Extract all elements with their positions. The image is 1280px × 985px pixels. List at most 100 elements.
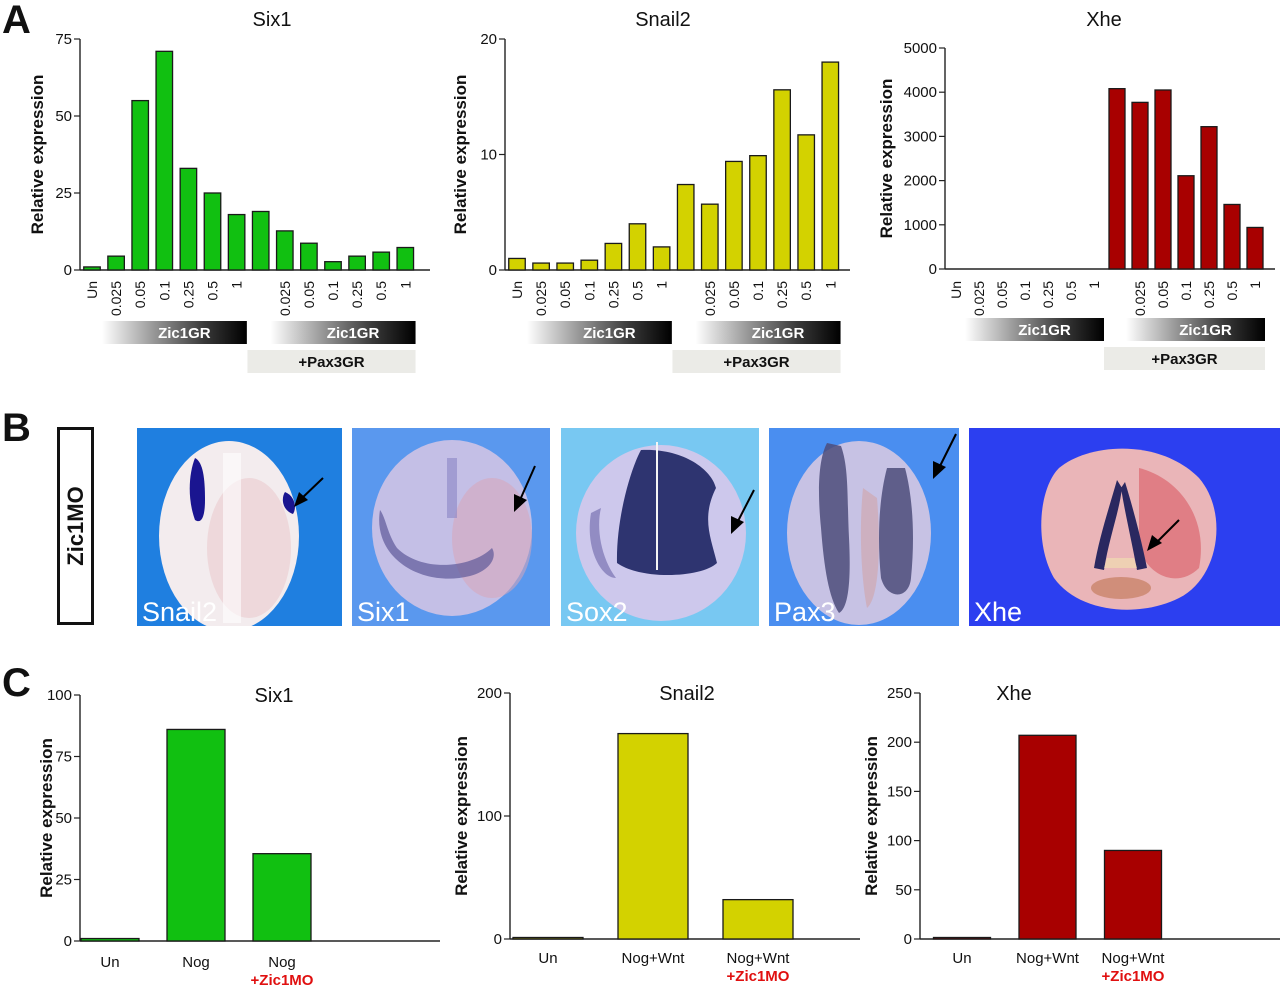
bar (580, 259, 599, 271)
y-tick-label: 200 (477, 685, 502, 702)
zic1gr-label: Zic1GR (1018, 322, 1071, 339)
embryo-sox2-image (561, 428, 759, 626)
x-tick-sublabel-zic1mo: +Zic1MO (251, 972, 314, 985)
zic1gr-gradient-bar (1126, 318, 1265, 341)
zic1mo-condition-box: Zic1MO (57, 427, 94, 625)
x-tick-label: Un (538, 950, 557, 967)
zic1mo-condition-label: Zic1MO (62, 486, 88, 566)
bar (652, 246, 671, 271)
bar (1018, 734, 1077, 940)
y-tick-label: 100 (887, 833, 912, 850)
y-tick-label: 1000 (904, 217, 937, 234)
x-tick-label: Nog+Wnt (1102, 950, 1166, 967)
zic1gr-label: Zic1GR (752, 325, 805, 342)
x-tick-label: Un (84, 281, 100, 299)
bar (797, 134, 816, 271)
bar (512, 936, 584, 940)
bar (932, 936, 992, 940)
x-tick-label: 0.05 (557, 281, 573, 308)
x-tick-label: 0.025 (277, 281, 293, 316)
chart-title: Xhe (996, 683, 1032, 705)
embryo-photo-snail2: Snail2 (137, 428, 342, 626)
chart-title: Six1 (253, 9, 292, 31)
bar (604, 242, 623, 271)
bar (80, 937, 140, 942)
x-tick-label: 0.1 (156, 281, 172, 301)
photo-label-pax3: Pax3 (774, 597, 836, 626)
bar (155, 50, 174, 271)
y-tick-label: 150 (887, 783, 912, 800)
x-tick-sublabel-zic1mo: +Zic1MO (1102, 968, 1165, 985)
photo-label-xhe: Xhe (974, 597, 1023, 626)
bar (166, 728, 226, 942)
bar (107, 255, 125, 271)
bar (131, 99, 150, 271)
y-tick-label: 250 (887, 685, 912, 702)
x-tick-label: 0.025 (108, 281, 124, 316)
y-axis-label: Relative expression (452, 736, 471, 896)
chart-title: Six1 (255, 685, 294, 707)
chart-C-snail2: Snail2 Relative expression 0 100 200 Un Nog+Wn… (452, 683, 860, 985)
x-tick-label: 0.25 (1201, 281, 1217, 308)
x-tick-label: 0.5 (630, 281, 646, 301)
chart-title: Snail2 (659, 683, 715, 705)
y-tick-label: 200 (887, 734, 912, 751)
photo-label-sox2: Sox2 (566, 597, 628, 626)
bar (700, 203, 719, 271)
y-axis-label: Relative expression (37, 738, 56, 898)
embryo-xhe-image (969, 428, 1280, 626)
photo-label-snail2: Snail2 (142, 597, 218, 626)
bar (1103, 849, 1163, 940)
x-tick-label: 0.5 (798, 281, 814, 301)
y-tick-label: 25 (55, 185, 72, 202)
bar (676, 183, 695, 271)
embryo-six1-image (352, 428, 550, 626)
bar (773, 89, 791, 271)
chart-C-xhe: Xhe Relative expression 0 50 100 150 200 250 Un N… (862, 683, 1280, 985)
bar (1131, 101, 1149, 270)
y-tick-label: 0 (929, 261, 937, 278)
y-tick-label: 2000 (904, 173, 937, 190)
x-tick-label: Nog (268, 954, 296, 971)
embryo-snail2-image (137, 428, 342, 626)
bar (628, 223, 647, 271)
bar (722, 898, 794, 940)
chart-title: Snail2 (635, 9, 691, 31)
y-tick-label: 10 (480, 147, 497, 164)
x-tick-label: 0.25 (1040, 281, 1056, 308)
bar (396, 246, 415, 271)
x-tick-label: 1 (1247, 281, 1263, 289)
y-tick-label: 0 (494, 931, 502, 948)
bar (1177, 175, 1195, 270)
zic1gr-gradient-bar (695, 321, 841, 344)
zic1gr-gradient-bar (101, 321, 247, 344)
chart-C-six1: Six1 Relative expression 0 25 50 75 100 Un Nog No… (37, 685, 440, 985)
pax3gr-bar (672, 350, 841, 373)
bar (617, 732, 689, 940)
y-tick-label: 25 (55, 872, 72, 889)
bar (251, 210, 270, 271)
bar (348, 255, 367, 271)
zic1gr-gradient-bar (965, 318, 1104, 341)
embryo-photo-six1: Six1 (352, 428, 550, 626)
bar (83, 266, 101, 271)
x-tick-label: Un (509, 281, 525, 299)
x-tick-label: 0.05 (301, 281, 317, 308)
y-tick-label: 0 (904, 931, 912, 948)
x-tick-label: 0.1 (1178, 281, 1194, 301)
y-tick-label: 75 (55, 749, 72, 766)
y-tick-label: 100 (47, 687, 72, 704)
chart-A-six1: Six1 Relative expression 0 25 50 75 Un 0.025 0.0… (28, 9, 430, 373)
x-tick-label: 0.025 (971, 281, 987, 316)
x-tick-label: Un (952, 950, 971, 967)
y-axis-label: Relative expression (451, 75, 470, 235)
zic1gr-label: Zic1GR (1179, 322, 1232, 339)
x-tick-label: 0.5 (1063, 281, 1079, 301)
bar (821, 61, 840, 271)
y-tick-label: 5000 (904, 40, 937, 57)
pax3gr-bar (1104, 347, 1265, 370)
x-tick-sublabel-zic1mo: +Zic1MO (727, 968, 790, 985)
bar (1200, 126, 1218, 270)
bar (227, 213, 246, 271)
chart-A-xhe: Xhe Relative expression 0 1000 2000 3000 4000 5… (877, 9, 1275, 370)
